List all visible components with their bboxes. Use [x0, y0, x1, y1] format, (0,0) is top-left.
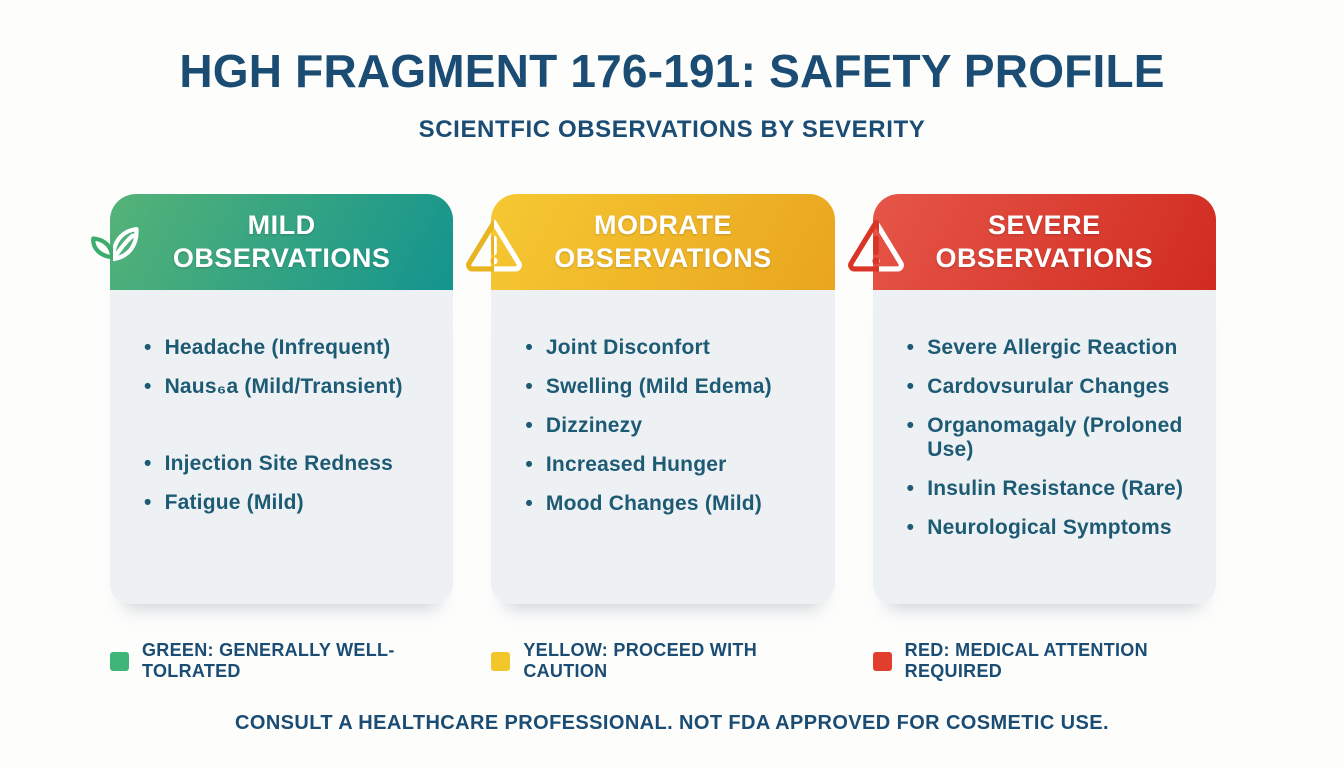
card-title-line2: OBSERVATIONS [554, 243, 772, 273]
bullet-icon: • [144, 336, 152, 359]
observation-list: • Joint Disconfort • Swelling (Mild Edem… [525, 336, 816, 516]
card-title-line2: OBSERVATIONS [172, 243, 391, 273]
observation-item: • Mood Changes (Mild) [525, 492, 816, 516]
page-title: HGH FRAGMENT 176-191: SAFETY PROFILE [179, 45, 1165, 97]
bullet-icon: • [906, 477, 915, 500]
card-body: • Severe Allergic Reaction • Cardovsurul… [872, 290, 1216, 604]
bullet-icon: • [906, 516, 915, 539]
bullet-icon: • [525, 375, 533, 398]
observation-text: Headache (Infrequent) [164, 336, 391, 359]
severity-card-mild: MILD OBSERVATIONS • Headache (Infrequent… [91, 194, 454, 604]
card-title-line1: SEVERE [988, 210, 1101, 241]
color-swatch [110, 651, 129, 671]
legend-label: GREEN: GENERALLY WELL-TOLRATED [142, 640, 395, 681]
observation-item: • Naus₆a (Mild/Transient) [144, 375, 435, 399]
bullet-icon: • [525, 336, 533, 359]
bullet-icon: • [525, 492, 533, 515]
leaf-icon [91, 226, 139, 262]
card-icon-wrap [464, 215, 524, 275]
observation-item: • Neurological Symptoms [907, 516, 1198, 540]
observation-text: Swelling (Mild Edema) [545, 375, 772, 398]
observation-text: Organomagaly (Proloned Use) [927, 414, 1183, 461]
bullet-icon: • [144, 375, 152, 398]
legend-item-yellow: YELLOW: PROCEED WITH CAUTION [491, 640, 834, 682]
bullet-icon: • [906, 375, 915, 398]
cards-row: MILD OBSERVATIONS • Headache (Infrequent… [91, 194, 1216, 604]
observation-text: Naus₆a (Mild/Transient) [164, 375, 403, 398]
card-title-line1: MILD [247, 210, 316, 241]
bullet-icon: • [144, 491, 152, 514]
observation-list: • Headache (Infrequent) • Naus₆a (Mild/T… [144, 336, 435, 515]
observation-item: • Swelling (Mild Edema) [525, 375, 816, 399]
bullet-icon: • [144, 452, 152, 475]
color-swatch [872, 651, 892, 671]
severity-card-moderate: MODRATE OBSERVATIONS • Joint Disconfort … [466, 194, 835, 604]
severity-card-severe: SEVERE OBSERVATIONS • Severe Allergic Re… [847, 194, 1216, 604]
bullet-icon: • [525, 414, 533, 437]
legend-label: YELLOW: PROCEED WITH CAUTION [523, 640, 757, 681]
observation-text: Fatigue (Mild) [164, 491, 304, 514]
legend-item-red: RED: MEDICAL ATTENTION REQUIRED [872, 640, 1216, 682]
observation-text: Injection Site Redness [164, 452, 394, 475]
legend-row: GREEN: GENERALLY WELL-TOLRATED YELLOW: P… [110, 640, 1216, 682]
legend-item-green: GREEN: GENERALLY WELL-TOLRATED [110, 640, 453, 682]
observation-text: Severe Allergic Reaction [927, 336, 1178, 359]
card-title-line1: MODRATE [593, 210, 732, 241]
observation-item: • Fatigue (Mild) [144, 491, 435, 515]
observation-text: Cardovsurular Changes [927, 375, 1170, 398]
observation-item: • Organomagaly (Proloned Use) [907, 414, 1198, 462]
page-subtitle: SCIENTFIC OBSERVATIONS BY SEVERITY [418, 116, 926, 143]
observation-text: Neurological Symptoms [927, 516, 1172, 539]
bullet-icon: • [906, 336, 915, 359]
legend-label: RED: MEDICAL ATTENTION REQUIRED [904, 640, 1148, 681]
observation-text: Mood Changes (Mild) [545, 492, 762, 515]
footer-disclaimer: CONSULT A HEALTHCARE PROFESSIONAL. NOT F… [235, 712, 1109, 734]
card-title-line2: OBSERVATIONS [935, 243, 1154, 273]
list-spacer [144, 414, 435, 452]
observation-item: • Joint Disconfort [525, 336, 816, 360]
observation-item: • Headache (Infrequent) [144, 336, 435, 360]
observation-text: Joint Disconfort [545, 336, 711, 359]
observation-item: • Insulin Resistance (Rare) [907, 477, 1198, 501]
observation-item: • Increased Hunger [525, 453, 816, 477]
observation-item: • Injection Site Redness [144, 452, 435, 476]
card-body: • Joint Disconfort • Swelling (Mild Edem… [491, 290, 835, 604]
warning-triangle-icon [847, 219, 904, 272]
observation-item: • Dizzinezy [525, 414, 816, 438]
card-header: SEVERE OBSERVATIONS [872, 194, 1216, 290]
bullet-icon: • [525, 453, 533, 476]
card-icon-wrap [83, 215, 143, 275]
observation-text: Increased Hunger [545, 453, 727, 476]
color-swatch [491, 651, 511, 671]
card-header: MODRATE OBSERVATIONS [491, 194, 835, 290]
warning-triangle-icon [466, 219, 523, 272]
observation-text: Dizzinezy [545, 414, 643, 437]
card-header: MILD OBSERVATIONS [110, 194, 454, 290]
card-body: • Headache (Infrequent) • Naus₆a (Mild/T… [110, 290, 454, 604]
observation-text: Insulin Resistance (Rare) [927, 477, 1184, 500]
observation-item: • Cardovsurular Changes [907, 375, 1198, 399]
observation-item: • Severe Allergic Reaction [907, 336, 1198, 360]
bullet-icon: • [906, 414, 915, 437]
observation-list: • Severe Allergic Reaction • Cardovsurul… [907, 336, 1198, 540]
card-icon-wrap [846, 215, 906, 275]
